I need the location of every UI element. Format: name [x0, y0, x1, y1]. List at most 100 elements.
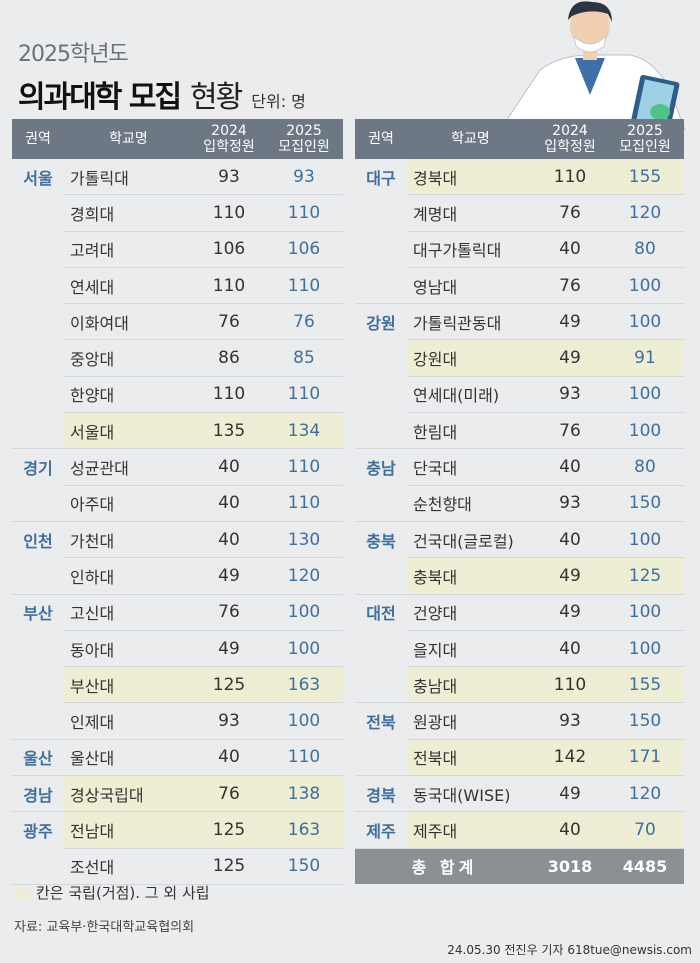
region-cell — [12, 702, 64, 740]
table-row: 대구가톨릭대 40 80 — [355, 231, 684, 268]
school-name: 을지대 — [407, 630, 534, 668]
value-2025: 110 — [265, 267, 343, 305]
school-name: 인하대 — [64, 557, 193, 595]
table-row: 인제대 93 100 — [12, 702, 343, 740]
header: 2025학년도 의과대학 모집 현황 단위: 명 — [18, 36, 306, 116]
unit-label: 단위: 명 — [251, 92, 306, 111]
table-row: 울산 울산대 40 110 — [12, 739, 343, 777]
region-cell: 인천 — [23, 531, 53, 551]
school-name: 성균관대 — [64, 448, 193, 486]
region-cell: 경기 — [23, 459, 53, 479]
school-name: 이화여대 — [64, 303, 193, 341]
value-2025: 120 — [606, 194, 684, 232]
value-2025: 163 — [265, 811, 343, 849]
region-cell — [355, 340, 407, 376]
region-cell — [355, 195, 407, 231]
value-2024: 110 — [534, 159, 606, 196]
table-row: 경남 경상국립대 76 138 — [12, 775, 343, 813]
school-name: 동아대 — [64, 630, 193, 668]
value-2024: 142 — [534, 739, 606, 777]
region-cell — [355, 267, 407, 305]
school-name: 강원대 — [407, 339, 534, 377]
table-row: 계명대 76 120 — [355, 194, 684, 232]
table-row: 전북대 142 171 — [355, 739, 684, 777]
region-cell: 광주 — [23, 821, 53, 841]
value-2025: 100 — [606, 630, 684, 668]
school-name: 한양대 — [64, 376, 193, 414]
table-row: 충북대 49 125 — [355, 557, 684, 595]
value-2025: 80 — [606, 231, 684, 268]
table-row: 부산대 125 163 — [12, 666, 343, 704]
table-row: 조선대 125 150 — [12, 848, 343, 885]
region-cell: 충남 — [366, 459, 396, 479]
value-2024: 110 — [193, 194, 265, 232]
value-2025: 163 — [265, 666, 343, 704]
table-row: 한양대 110 110 — [12, 376, 343, 414]
page-title-suffix: 현황 — [190, 80, 243, 115]
table-row: 한림대 76 100 — [355, 412, 684, 450]
table-row: 제주 제주대 40 70 — [355, 811, 684, 849]
year-label: 2025학년도 — [18, 42, 129, 67]
region-cell: 제주 — [355, 811, 407, 849]
value-2024: 93 — [534, 702, 606, 740]
doctor-illustration — [499, 1, 686, 130]
school-name: 제주대 — [407, 811, 534, 849]
value-2025: 110 — [265, 448, 343, 486]
total-label: 총 합계 — [355, 848, 534, 884]
value-2025: 100 — [606, 412, 684, 450]
region-cell — [12, 376, 64, 412]
value-2024: 40 — [193, 739, 265, 777]
value-2024: 40 — [193, 448, 265, 486]
table-row: 강원대 49 91 — [355, 339, 684, 377]
value-2025: 155 — [606, 666, 684, 704]
value-2024: 76 — [193, 303, 265, 341]
region-cell — [12, 195, 64, 231]
region-cell — [355, 666, 407, 704]
value-2024: 93 — [193, 702, 265, 740]
school-name: 경북대 — [407, 159, 534, 196]
value-2024: 49 — [534, 557, 606, 595]
page-title: 의과대학 모집 — [18, 80, 182, 115]
legend-swatch — [14, 886, 30, 899]
school-name: 서울대 — [64, 412, 193, 450]
value-2024: 49 — [193, 557, 265, 595]
table-row: 경희대 110 110 — [12, 194, 343, 232]
school-name: 충북대 — [407, 557, 534, 595]
value-2025: 150 — [606, 702, 684, 740]
credit-note: 24.05.30 전진우 기자 618tue@newsis.com — [447, 943, 692, 957]
table-row: 을지대 40 100 — [355, 630, 684, 668]
school-name: 원광대 — [407, 702, 534, 740]
region-cell — [12, 231, 64, 267]
table-row: 부산 고신대 76 100 — [12, 594, 343, 631]
school-name: 조선대 — [64, 848, 193, 885]
region-cell — [355, 231, 407, 267]
value-2024: 40 — [193, 521, 265, 559]
value-2024: 76 — [534, 412, 606, 450]
value-2024: 125 — [193, 666, 265, 704]
value-2025: 110 — [265, 485, 343, 522]
table-row: 대구 경북대 110 155 — [355, 159, 684, 196]
value-2024: 49 — [534, 339, 606, 377]
region-cell — [12, 340, 64, 376]
school-name: 울산대 — [64, 739, 193, 777]
source-note: 자료: 교육부·한국대학교육협의회 — [14, 920, 195, 935]
region-cell: 부산 — [23, 604, 53, 624]
table-row: 충남대 110 155 — [355, 666, 684, 704]
school-name: 단국대 — [407, 448, 534, 486]
region-cell — [12, 412, 64, 450]
left-table: 권역 학교명 2024 입학정원 2025 모집인원 서울 가톨릭대 93 93 경희대 11… — [12, 119, 343, 885]
table-row: 고려대 106 106 — [12, 231, 343, 268]
total-2024: 3018 — [534, 848, 606, 884]
school-name: 인제대 — [64, 702, 193, 740]
header-school: 학교명 — [407, 119, 534, 159]
value-2024: 49 — [534, 303, 606, 341]
header-region: 권역 — [355, 119, 407, 159]
region-cell — [12, 267, 64, 303]
school-name: 순천향대 — [407, 485, 534, 522]
school-name: 연세대(미래) — [407, 376, 534, 414]
school-name: 영남대 — [407, 267, 534, 305]
total-row: 총 합계 3018 4485 — [355, 848, 684, 884]
header-2025: 2025 모집인원 — [606, 119, 684, 159]
value-2024: 49 — [534, 775, 606, 813]
value-2024: 106 — [193, 231, 265, 268]
